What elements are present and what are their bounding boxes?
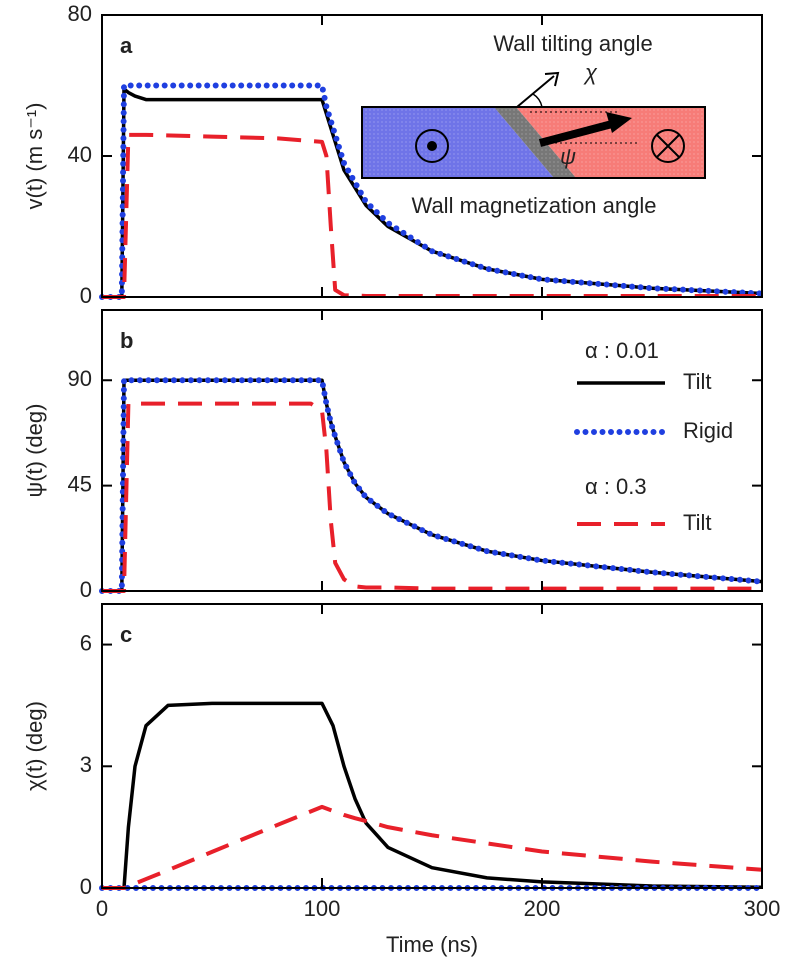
y-tick-label: 0 — [80, 283, 92, 308]
y-tick-label: 0 — [80, 874, 92, 899]
series-line — [102, 401, 762, 593]
legend-title: α : 0.3 — [585, 474, 647, 499]
y-axis-label: v(t) (m s⁻¹) — [22, 103, 47, 210]
panel-label: a — [120, 33, 133, 58]
axes-frame — [101, 309, 763, 592]
inset-frame — [361, 106, 706, 179]
y-tick-label: 3 — [80, 752, 92, 777]
y-tick-label: 6 — [80, 630, 92, 655]
dot — [427, 141, 437, 151]
legend-label: Tilt — [683, 510, 712, 535]
y-tick-label: 40 — [68, 142, 92, 167]
axes-frame — [101, 603, 763, 889]
y-axis-label: χ(t) (deg) — [22, 701, 47, 791]
x-tick-label: 0 — [96, 896, 108, 921]
panel-label: c — [120, 622, 132, 647]
series-line — [102, 378, 763, 593]
y-axis-label: ψ(t) (deg) — [22, 404, 47, 498]
inset-label: Wall tilting angle — [493, 31, 652, 56]
out-of-plane-down — [651, 129, 685, 163]
x-tick-label: 300 — [744, 896, 781, 921]
inset-label: Wall magnetization angle — [412, 193, 657, 218]
x-tick-label: 200 — [524, 896, 561, 921]
legend-label: Tilt — [683, 369, 712, 394]
legend-title: α : 0.01 — [585, 338, 659, 363]
series-line — [102, 804, 763, 890]
y-tick-label: 45 — [68, 471, 92, 496]
series-line — [102, 701, 763, 890]
y-tick-label: 0 — [80, 577, 92, 602]
x-tick-label: 100 — [304, 896, 341, 921]
series-line — [102, 87, 763, 299]
out-of-plane-up — [415, 129, 449, 163]
panel-label: b — [120, 328, 133, 353]
series-line — [99, 377, 765, 594]
legend-label: Rigid — [683, 418, 733, 443]
psi-label: ψ — [560, 144, 576, 169]
chi-label: χ — [583, 60, 598, 85]
series-line — [99, 82, 765, 300]
plot-area: 0 40 80 a v(t) (m s⁻¹) 0 45 90 b ψ(t) (deg) α : 0.… — [22, 1, 781, 957]
y-tick-label: 80 — [68, 1, 92, 26]
tilt-arrow — [516, 75, 555, 108]
x-axis-label: Time (ns) — [386, 932, 478, 957]
arrow-head — [544, 71, 560, 87]
series-line — [102, 132, 762, 299]
magnetization-arrow — [538, 120, 614, 147]
cross — [656, 134, 680, 158]
angle-arc — [532, 93, 543, 108]
inset-diagram: Wall tilting angle Wall magnetization an… — [361, 31, 706, 218]
arrow-head — [606, 112, 632, 133]
y-tick-label: 90 — [68, 366, 92, 391]
